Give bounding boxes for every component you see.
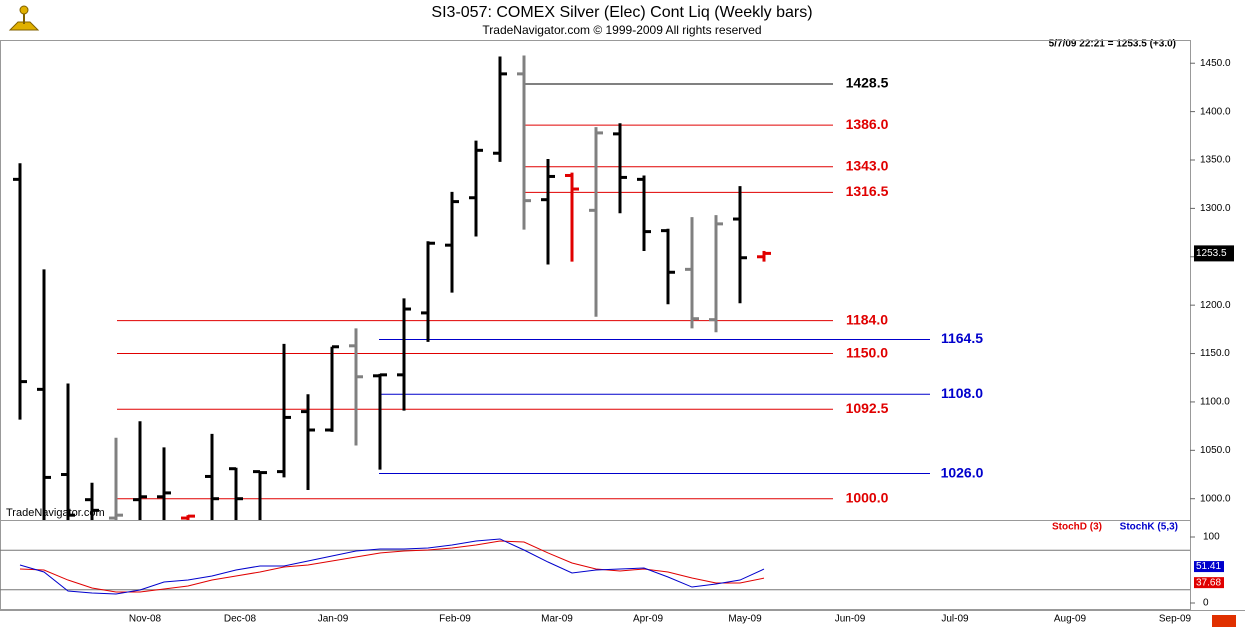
info-label: 5/7/09 22:21 = 1253.5 (+3.0): [1049, 39, 1176, 50]
x-tick-label: Feb-09: [439, 614, 471, 625]
y-tick-label: 1400.0: [1200, 106, 1231, 117]
x-tick-label: Jun-09: [835, 614, 866, 625]
level-label: 1026.0: [941, 464, 984, 480]
level-label: 1316.5: [846, 183, 889, 199]
x-tick-label: Dec-08: [224, 614, 257, 625]
y-tick-label: 1300.0: [1200, 203, 1231, 214]
stoch-tick-label: 0: [1203, 598, 1209, 609]
chart-title: SI3-057: COMEX Silver (Elec) Cont Liq (W…: [431, 4, 812, 21]
x-tick-label: Aug-09: [1054, 614, 1087, 625]
x-tick-label: Jul-09: [941, 614, 969, 625]
price-box: [1194, 245, 1234, 262]
y-tick-label: 1200.0: [1200, 300, 1231, 311]
level-label: 1000.0: [846, 489, 889, 505]
value-box: [1194, 577, 1224, 589]
last-price: 1253.5: [1196, 248, 1227, 259]
stoch-panel: [0, 520, 1191, 610]
legend-entry: StochD (3): [1052, 522, 1102, 533]
level-label: 1343.0: [846, 157, 889, 173]
x-tick-label: Mar-09: [541, 614, 573, 625]
legend-entry: StochK (5,3): [1120, 522, 1178, 533]
value-label: 51.41: [1196, 561, 1221, 572]
y-tick-label: 1100.0: [1200, 397, 1230, 408]
watermark: TradeNavigator.com: [6, 507, 105, 519]
x-tick-label: Apr-09: [633, 614, 663, 625]
level-label: 1164.5: [941, 330, 983, 346]
x-tick-label: Nov-08: [129, 614, 162, 625]
y-tick-label: 1350.0: [1200, 155, 1231, 166]
stoch-line: [19, 540, 765, 593]
level-label: 1150.0: [846, 344, 888, 360]
logo: [8, 5, 40, 31]
y-tick-label: 1450.0: [1200, 58, 1231, 69]
scroll-arrow[interactable]: [1212, 615, 1236, 627]
y-tick-label: 1000.0: [1200, 493, 1231, 504]
level-label: 1428.5: [846, 75, 889, 91]
y-tick-label: 1150.0: [1200, 348, 1230, 359]
y-tick-label: 1050.0: [1200, 445, 1231, 456]
level-label: 1092.5: [846, 400, 889, 416]
level-label: 1386.0: [846, 116, 889, 132]
x-tick-label: Jan-09: [318, 614, 349, 625]
stoch-line: [19, 538, 765, 595]
level-label: 1108.0: [941, 385, 983, 401]
value-box: [1194, 561, 1224, 573]
x-tick-label: Sep-09: [1159, 614, 1192, 625]
stoch-tick-label: 100: [1203, 532, 1220, 543]
value-label: 37.68: [1196, 577, 1221, 588]
level-label: 1184.0: [846, 311, 888, 327]
chart-subtitle: TradeNavigator.com © 1999-2009 All right…: [482, 23, 761, 37]
x-tick-label: May-09: [728, 614, 762, 625]
